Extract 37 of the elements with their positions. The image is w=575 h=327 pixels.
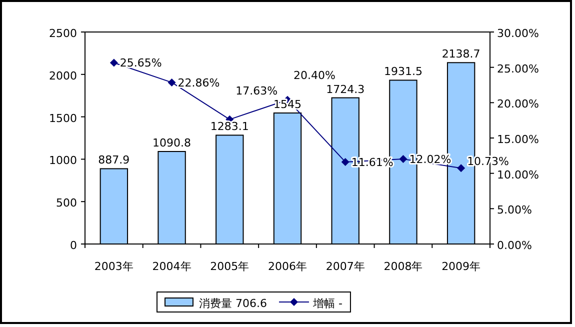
data-label: 22.86% bbox=[178, 76, 220, 90]
y2-tick-label: 10.00% bbox=[497, 168, 539, 182]
data-label: 1090.8 bbox=[152, 136, 192, 150]
x-tick-label: 2009年 bbox=[442, 260, 481, 273]
y2-tick-label: 25.00% bbox=[497, 62, 539, 76]
y2-tick-label: 5.00% bbox=[497, 204, 532, 217]
y2-tick-label: 30.00% bbox=[497, 27, 539, 40]
data-label: 1931.5 bbox=[384, 65, 422, 78]
point bbox=[341, 158, 350, 166]
y2-tick-label: 20.00% bbox=[497, 98, 539, 111]
data-label: 1283.1 bbox=[210, 120, 249, 134]
data-label: 25.65% bbox=[120, 56, 162, 70]
legend-label: 消费量 706.6 bbox=[199, 297, 267, 310]
data-label: 1724.3 bbox=[326, 82, 365, 96]
x-tick-label: 2008年 bbox=[384, 260, 423, 273]
data-label: 2138.7 bbox=[442, 48, 480, 61]
y-tick-label: 2000 bbox=[49, 69, 77, 82]
point bbox=[110, 58, 118, 67]
data-label: 887.9 bbox=[98, 154, 130, 167]
x-tick-label: 2007年 bbox=[326, 260, 365, 273]
x-tick-label: 2003年 bbox=[94, 260, 134, 273]
legend-label: 增幅 - bbox=[312, 297, 342, 310]
y-tick-label: 500 bbox=[56, 196, 77, 210]
x-tick-label: 2004年 bbox=[152, 260, 192, 273]
y-tick-label: 1000 bbox=[49, 154, 77, 168]
x-tick-label: 2006年 bbox=[268, 260, 307, 273]
y-tick-label: 0 bbox=[70, 239, 77, 252]
point bbox=[168, 78, 176, 86]
x-tick-label: 2005年 bbox=[210, 260, 250, 273]
y2-tick-label: 0.00% bbox=[497, 239, 532, 252]
point bbox=[457, 164, 466, 172]
data-label: 17.63% bbox=[236, 84, 278, 98]
data-label: 20.40% bbox=[294, 68, 336, 82]
y-tick-label: 2500 bbox=[49, 27, 77, 40]
y-tick-label: 1500 bbox=[49, 112, 77, 125]
point bbox=[399, 155, 408, 164]
y2-tick-label: 15.00% bbox=[497, 133, 539, 146]
